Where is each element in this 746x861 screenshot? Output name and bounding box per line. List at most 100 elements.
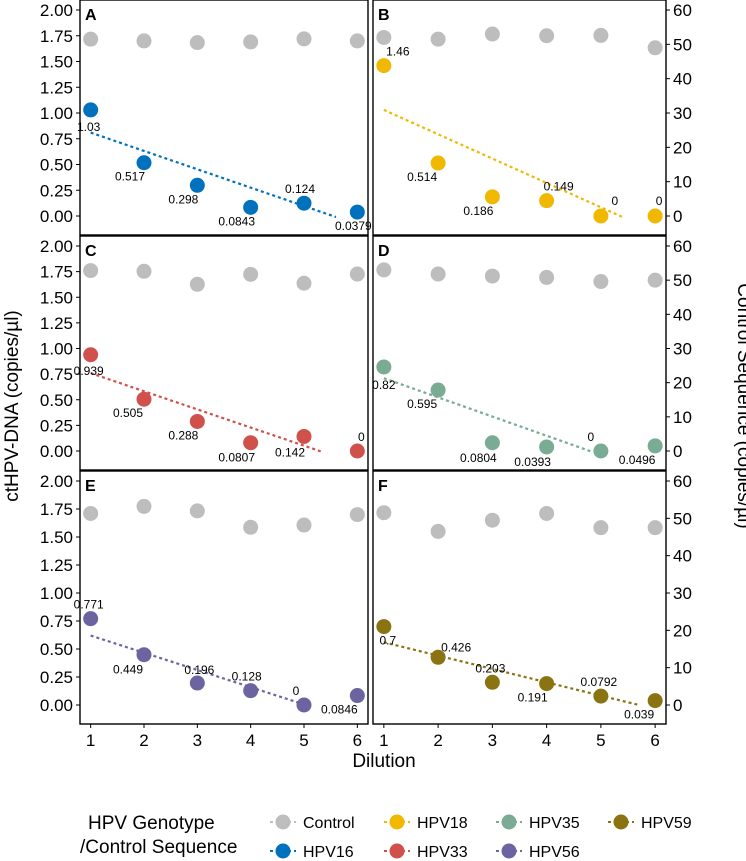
legend-label: Control — [303, 815, 355, 832]
control-point — [647, 40, 663, 56]
x-tick-label: 3 — [488, 731, 497, 750]
control-point — [83, 31, 99, 47]
data-label: 0.196 — [184, 663, 214, 677]
y-tick-label-left: 0.25 — [40, 181, 73, 200]
y-tick-label-left: 0.25 — [40, 668, 73, 687]
legend-item-hpv33: HPV33 — [384, 843, 468, 861]
control-point — [484, 268, 500, 284]
y-tick-label-right: 0 — [673, 442, 682, 461]
data-point — [243, 199, 259, 215]
data-label: 0.0846 — [321, 703, 358, 717]
control-point — [484, 512, 500, 528]
x-tick-label: 6 — [353, 731, 362, 750]
y-tick-label-left: 1.25 — [40, 78, 73, 97]
data-point — [484, 674, 500, 690]
legend-label: HPV18 — [417, 815, 468, 832]
data-point — [539, 193, 555, 209]
control-point — [83, 505, 99, 521]
control-point — [136, 33, 152, 49]
legend-label: HPV33 — [417, 844, 468, 861]
y-tick-label-right: 0 — [673, 696, 682, 715]
legend-key-marker — [389, 843, 405, 859]
panel-letter: B — [378, 7, 390, 24]
data-point — [593, 443, 609, 459]
legend-item-hpv35: HPV35 — [496, 814, 580, 832]
trend-line — [90, 372, 324, 454]
data-label: 0.191 — [518, 691, 548, 705]
legend-key-marker — [501, 814, 517, 830]
data-point — [243, 683, 259, 699]
control-point — [484, 26, 500, 42]
control-point — [430, 266, 446, 282]
y-tick-label-left: 1.00 — [40, 584, 73, 603]
data-point — [376, 619, 392, 635]
data-label: 0 — [656, 194, 663, 208]
y-tick-label-right: 10 — [673, 408, 692, 427]
y-tick-label-left: 0.50 — [40, 391, 73, 410]
data-point — [349, 688, 365, 704]
control-point — [376, 262, 392, 278]
legend-key-marker — [501, 843, 517, 859]
data-point — [593, 208, 609, 224]
panel-border — [372, 235, 667, 471]
y-tick-label-right: 0 — [673, 207, 682, 226]
data-point — [647, 693, 663, 709]
x-tick-label: 3 — [193, 731, 202, 750]
control-point — [243, 34, 259, 50]
control-point — [136, 498, 152, 514]
control-point — [296, 517, 312, 533]
panel-border — [79, 0, 369, 236]
y-tick-label-left: 0.00 — [40, 207, 73, 226]
data-point — [376, 58, 392, 74]
legend-key-marker — [389, 814, 405, 830]
control-point — [189, 276, 205, 292]
data-label: 0 — [588, 430, 595, 444]
y-axis-title-right: Control Sequence (copies/µl) — [733, 283, 746, 528]
data-point — [83, 347, 99, 363]
data-point — [539, 439, 555, 455]
data-point — [296, 428, 312, 444]
panels-layer: A 1.03 0.517 0.298 0.0843 0.124 0.0379 B 1.46 0.5… — [74, 0, 667, 725]
data-label: 0.0792 — [581, 675, 618, 689]
data-label: 0 — [612, 194, 619, 208]
y-tick-label-right: 30 — [673, 104, 692, 123]
data-point — [296, 697, 312, 713]
data-label: 0.142 — [275, 445, 305, 459]
y-tick-label-left: 1.00 — [40, 104, 73, 123]
y-tick-label-right: 40 — [673, 70, 692, 89]
control-point — [136, 263, 152, 279]
y-tick-label-left: 1.50 — [40, 53, 73, 72]
x-tick-label: 5 — [299, 731, 308, 750]
legend-label: HPV35 — [529, 815, 580, 832]
y-tick-label-left: 0.00 — [40, 442, 73, 461]
control-point — [349, 33, 365, 49]
y-tick-label-right: 50 — [673, 271, 692, 290]
panel-D: D 0.82 0.595 0.0804 0.0393 0 0.0496 — [372, 235, 667, 471]
y-tick-label-right: 40 — [673, 305, 692, 324]
data-point — [376, 359, 392, 375]
x-tick-label: 1 — [86, 731, 95, 750]
panel-letter: F — [378, 478, 388, 495]
legend: HPV Genotype /Control Sequence Control HP… — [80, 813, 692, 861]
data-label: 0 — [293, 684, 300, 698]
data-point — [430, 382, 446, 398]
y-tick-label-left: 1.25 — [40, 556, 73, 575]
x-tick-label: 1 — [379, 731, 388, 750]
y-tick-label-right: 20 — [673, 374, 692, 393]
y-tick-label-right: 10 — [673, 659, 692, 678]
y-tick-label-left: 1.50 — [40, 288, 73, 307]
data-label: 0.039 — [624, 708, 654, 722]
y-tick-label-right: 50 — [673, 35, 692, 54]
data-point — [189, 675, 205, 691]
panel-A: A 1.03 0.517 0.298 0.0843 0.124 0.0379 — [77, 0, 372, 236]
data-point — [136, 391, 152, 407]
trend-line — [383, 377, 594, 454]
panel-letter: A — [85, 7, 97, 24]
x-axis-title: Dilution — [352, 751, 415, 772]
x-tick-label: 5 — [596, 731, 605, 750]
y-tick-label-left: 0.00 — [40, 696, 73, 715]
data-point — [349, 443, 365, 459]
data-point — [430, 155, 446, 171]
panel-F: F 0.7 0.426 0.203 0.191 0.0792 0.039 — [372, 470, 667, 725]
